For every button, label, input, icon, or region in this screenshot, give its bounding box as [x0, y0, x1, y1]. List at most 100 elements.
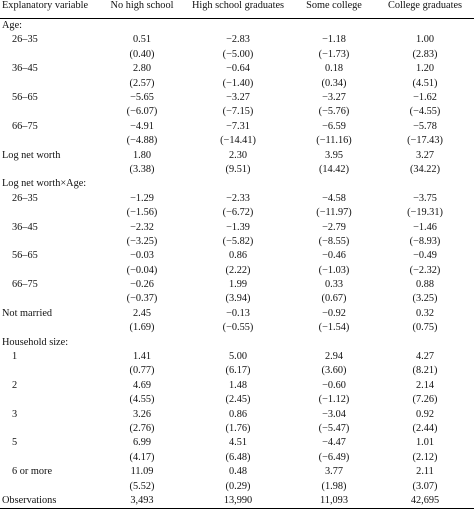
table-cell — [100, 336, 184, 350]
table-cell: (−11.16) — [316, 135, 352, 147]
table-row: 26–35 0.51 −2.83 −1.18 1.00 — [0, 33, 474, 47]
table-cell: (2.83) — [412, 48, 438, 60]
row-label — [0, 321, 100, 335]
row-label: 66–75 — [12, 279, 38, 291]
table-cell: (−7.15) — [222, 106, 254, 118]
table-cell — [100, 19, 184, 34]
table-cell: (−8.55) — [318, 235, 350, 247]
table-cell: 2.94 — [324, 351, 344, 363]
table-cell: 0.33 — [324, 279, 344, 291]
table-cell: −2.33 — [226, 192, 250, 204]
header-row: Explanatory variable No high school High… — [0, 0, 474, 19]
table-cell: (1.69) — [129, 322, 155, 334]
table-cell: −0.64 — [226, 63, 250, 75]
table-cell — [184, 336, 292, 350]
table-row: (2.76) (1.76) (−5.47) (2.44) — [0, 422, 474, 436]
table-cell: −5.65 — [130, 92, 154, 103]
table-row: (1.69) (−0.55) (−1.54) (0.75) — [0, 321, 474, 335]
table-cell: 3.26 — [132, 408, 152, 420]
row-label: 66–75 — [12, 120, 38, 132]
table-cell: (−6.72) — [222, 207, 254, 219]
table-cell: −3.27 — [226, 92, 250, 103]
header-no-high-school: No high school — [110, 0, 174, 11]
table-cell: 6.99 — [132, 437, 152, 449]
table-row: (0.77) (6.17) (3.60) (8.21) — [0, 364, 474, 378]
row-label: Log net worth — [2, 149, 61, 161]
table-cell: (−5.47) — [318, 422, 350, 434]
row-label: 6 or more — [12, 466, 53, 478]
table-cell: (5.52) — [129, 480, 155, 492]
table-cell: (−1.40) — [222, 77, 254, 89]
table-cell: −3.04 — [322, 408, 346, 420]
row-label — [0, 364, 100, 378]
table-cell: −2.83 — [226, 34, 250, 46]
table-cell: 0.18 — [324, 63, 344, 75]
header-high-school-graduates: High school graduates — [191, 0, 285, 11]
table-cell: 2.14 — [415, 379, 435, 391]
table-cell: −1.46 — [413, 221, 437, 233]
table-cell: 3.27 — [415, 149, 435, 161]
table-cell: −0.26 — [130, 279, 154, 291]
table-cell: 1.41 — [132, 351, 152, 363]
table-cell: −0.46 — [322, 250, 346, 262]
table-cell: −3.75 — [413, 192, 437, 204]
table-cell: (−0.55) — [222, 322, 254, 334]
table-cell: (3.94) — [225, 293, 251, 305]
table-cell: (−19.31) — [407, 207, 443, 219]
table-row: 66–75 −4.91 −7.31 −6.59 −5.78 — [0, 120, 474, 134]
table-cell: (3.60) — [321, 365, 347, 377]
row-label — [0, 163, 100, 177]
table-cell: (−4.55) — [409, 106, 441, 118]
row-label: 56–65 — [12, 250, 38, 262]
table-row: 26–35 −1.29 −2.33 −4.58 −3.75 — [0, 192, 474, 206]
table-cell: (2.45) — [225, 394, 251, 406]
table-cell: (−0.04) — [126, 264, 158, 276]
table-row: (−0.04) (2.22) (−1.03) (−2.32) — [0, 264, 474, 278]
table-cell: (−17.43) — [407, 135, 443, 147]
table-cell: −4.91 — [130, 120, 154, 132]
row-label — [0, 480, 100, 494]
table-cell: (−1.03) — [318, 264, 350, 276]
table-cell: 0.32 — [415, 307, 435, 319]
table-cell: (−1.73) — [318, 48, 350, 60]
row-label: 56–65 — [12, 92, 38, 103]
row-label: Age: — [2, 20, 23, 32]
table-cell: (0.77) — [129, 365, 155, 377]
table-cell: −1.18 — [322, 34, 346, 46]
table-cell: 1.99 — [228, 279, 248, 291]
row-label: 36–45 — [12, 63, 38, 75]
table-row: (−0.37) (3.94) (0.67) (3.25) — [0, 292, 474, 306]
table-cell — [292, 19, 376, 34]
table-cell: 1.20 — [415, 63, 435, 75]
table-cell: 4.27 — [415, 351, 435, 363]
table-row: 5 6.99 4.51 −4.47 1.01 — [0, 436, 474, 450]
table-cell: −3.27 — [322, 92, 346, 103]
table-cell: (2.12) — [412, 451, 438, 463]
table-cell: 0.86 — [228, 250, 248, 262]
row-label: 26–35 — [12, 34, 38, 46]
table-cell: (9.51) — [225, 163, 251, 175]
table-cell: −2.79 — [322, 221, 346, 233]
table-cell: (−14.41) — [220, 135, 256, 147]
table-row: (4.17) (6.48) (−6.49) (2.12) — [0, 451, 474, 465]
table-body: Age: 26–35 0.51 −2.83 −1.18 1.00 (0.40) (−5.00)… — [0, 19, 474, 509]
row-label — [0, 105, 100, 119]
row-label: 2 — [12, 379, 18, 391]
table-cell: (6.17) — [225, 365, 251, 377]
table-row: 66–75 −0.26 1.99 0.33 0.88 — [0, 278, 474, 292]
table-row: 3 3.26 0.86 −3.04 0.92 — [0, 408, 474, 422]
table-cell: 1.00 — [415, 34, 435, 46]
table-cell: (−11.97) — [316, 207, 352, 219]
table-cell: (0.67) — [321, 293, 347, 305]
table-cell: 13,990 — [223, 494, 253, 506]
table-row: Not married 2.45 −0.13 −0.92 0.32 — [0, 307, 474, 321]
table-cell — [292, 336, 376, 350]
table-cell: (−6.49) — [318, 451, 350, 463]
table-cell: 0.51 — [132, 34, 152, 46]
table-cell — [376, 177, 474, 191]
table-cell: (−0.37) — [126, 293, 158, 305]
table-row: Log net worth×Age: — [0, 177, 474, 191]
table-cell: 11,093 — [320, 494, 348, 506]
table-row: (−1.56) (−6.72) (−11.97) (−19.31) — [0, 206, 474, 220]
